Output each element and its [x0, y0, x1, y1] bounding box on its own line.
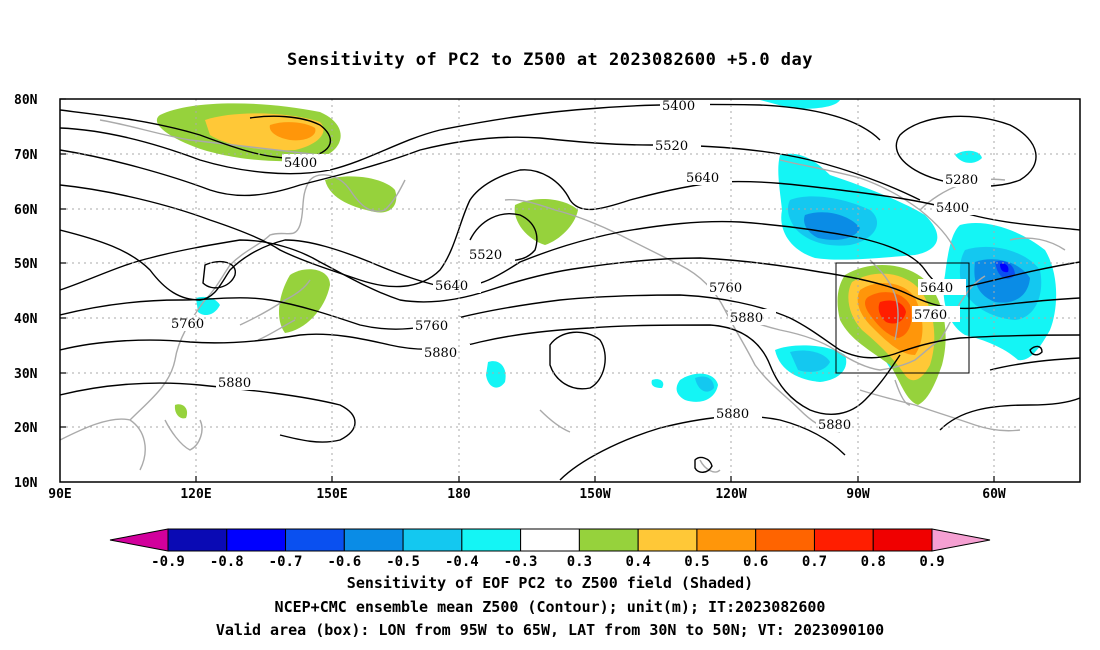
contour-label: 5760 [709, 281, 742, 296]
colorbar-cell [226, 528, 287, 552]
lon-label: 90W [846, 487, 870, 502]
grid-lines [60, 99, 1080, 482]
colorbar-cell [637, 528, 698, 552]
colorbar-label: 0.4 [626, 554, 651, 570]
contour-label: 5520 [469, 248, 502, 263]
colorbar-label: -0.6 [327, 554, 361, 570]
colorbar-label: 0.7 [802, 554, 827, 570]
contour-label: 5400 [662, 99, 695, 114]
contour-label: 5880 [424, 346, 457, 361]
latitude-labels: 80N 70N 60N 50N 40N 30N 20N 10N [14, 93, 38, 491]
lat-label: 70N [14, 148, 38, 163]
longitude-labels: 90E 120E 150E 180 150W 120W 90W 60W [48, 487, 1006, 502]
lat-label: 50N [14, 257, 38, 272]
colorbar-label: 0.8 [861, 554, 886, 570]
colorbar-label: -0.4 [445, 554, 479, 570]
colorbar-cell [696, 528, 757, 552]
colorbar-high-arrow [931, 528, 991, 552]
colorbar-cell [402, 528, 463, 552]
contour-label: 5280 [945, 173, 978, 188]
caption-contour: NCEP+CMC ensemble mean Z500 (Contour); u… [274, 598, 826, 616]
lat-label: 40N [14, 312, 38, 327]
contour-label: 5400 [284, 156, 317, 171]
lon-label: 120E [180, 487, 211, 502]
colorbar-cell [578, 528, 639, 552]
lon-label: 120W [715, 487, 746, 502]
lat-label: 10N [14, 476, 38, 491]
caption-shading: Sensitivity of EOF PC2 to Z500 field (Sh… [346, 574, 754, 592]
colorbar-cell [813, 528, 874, 552]
contour-label: 5400 [936, 201, 969, 216]
lon-label: 60W [982, 487, 1006, 502]
contour-label: 5640 [920, 281, 953, 296]
shading-layer [156, 100, 1057, 419]
contour-label: 5640 [686, 171, 719, 186]
contour-label: 5760 [415, 319, 448, 334]
contour-label: 5880 [730, 311, 763, 326]
contour-label: 5880 [818, 418, 851, 433]
colorbar-label: 0.3 [567, 554, 592, 570]
shade-positive-bering [514, 198, 578, 245]
shade-positive-kamchatka [325, 176, 397, 213]
colorbar-label: 0.9 [919, 554, 944, 570]
colorbar-cell [872, 528, 933, 552]
lat-label: 80N [14, 93, 38, 108]
colorbar-label: 0.6 [743, 554, 768, 570]
colorbar: -0.9 -0.8 -0.7 -0.6 -0.5 -0.4 -0.3 0.3 0.4 0.5 0.6… [109, 528, 991, 570]
colorbar-low-arrow [109, 528, 169, 552]
contour-label: 5520 [655, 139, 688, 154]
contour-label: 5760 [914, 308, 947, 323]
lat-label: 30N [14, 367, 38, 382]
lon-label: 150E [316, 487, 347, 502]
colorbar-label: -0.9 [151, 554, 185, 570]
colorbar-cell [343, 528, 404, 552]
coastlines [60, 119, 1066, 473]
contour-label: 5880 [218, 376, 251, 391]
contour-label: 5640 [435, 279, 468, 294]
map-frame [59, 98, 1081, 483]
valid-area-box [835, 262, 970, 374]
z500-contours [60, 103, 1080, 481]
colorbar-cell [461, 528, 522, 552]
colorbar-cell [520, 528, 580, 552]
colorbar-label: -0.8 [210, 554, 244, 570]
map-title: Sensitivity of PC2 to Z500 at 2023082600… [286, 50, 813, 70]
colorbar-cell [167, 528, 228, 552]
lat-label: 60N [14, 203, 38, 218]
colorbar-label: -0.5 [386, 554, 420, 570]
shade-positive-japan [278, 269, 330, 333]
colorbar-cell [285, 528, 345, 552]
colorbar-cell [755, 528, 815, 552]
lon-label: 180 [447, 487, 471, 502]
colorbar-label: -0.7 [269, 554, 303, 570]
colorbar-label: -0.3 [504, 554, 538, 570]
lon-label: 150W [579, 487, 610, 502]
contour-label: 5880 [716, 407, 749, 422]
caption-valid-area: Valid area (box): LON from 95W to 65W, L… [215, 621, 885, 639]
axis-ticks [60, 98, 995, 482]
lon-label: 90E [48, 487, 71, 502]
lat-label: 20N [14, 421, 38, 436]
colorbar-label: 0.5 [684, 554, 709, 570]
contour-label: 5760 [171, 317, 204, 332]
